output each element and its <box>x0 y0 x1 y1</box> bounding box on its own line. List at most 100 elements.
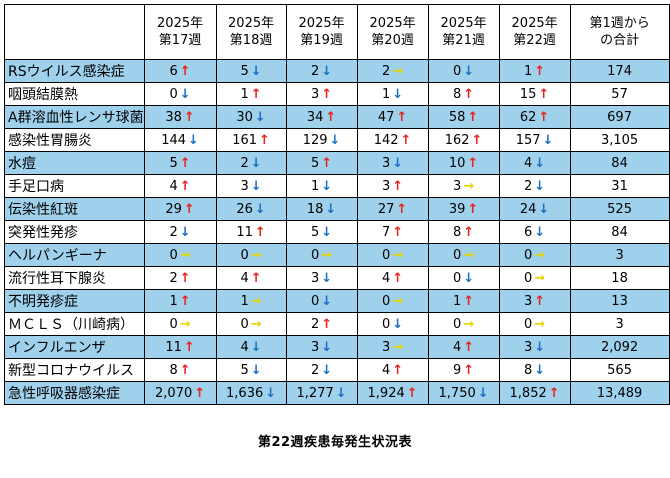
weekly-count-cell: 18 ↓ <box>285 197 358 221</box>
count-value: 9 <box>452 362 462 378</box>
trend-down-arrow-icon: ↓ <box>254 201 266 217</box>
trend-up-arrow-icon: ↑ <box>392 178 404 194</box>
count-value: 0 <box>240 247 249 263</box>
trend-up-arrow-icon: ↑ <box>179 178 191 194</box>
trend-down-arrow-icon: ↓ <box>321 362 333 378</box>
count-value: 39 <box>448 201 466 217</box>
week-header-week: 第18週 <box>229 33 273 48</box>
count-value: 0 <box>240 316 249 332</box>
trend-flat-arrow-icon: → <box>179 316 191 332</box>
count-value: 2 <box>523 178 533 194</box>
count-value: 2 <box>169 224 178 240</box>
trend-down-arrow-icon: ↓ <box>265 385 277 401</box>
weekly-count-cell: 0 ↓ <box>427 266 500 290</box>
disease-name: 手足口病 <box>4 174 145 198</box>
count-value: 5 <box>169 155 178 171</box>
count-value: 58 <box>448 109 466 125</box>
weekly-count-cell: 3 ↓ <box>285 266 358 290</box>
count-value: 8 <box>169 362 178 378</box>
cumulative-total: 565 <box>569 358 670 382</box>
weekly-count-cell: 0 ↓ <box>143 82 217 106</box>
table-row: 手足口病 4 ↑ 3 ↓ 1 ↓ 3 ↑ 3 → 2 ↓ 31 <box>4 174 670 198</box>
trend-up-arrow-icon: ↑ <box>194 385 206 401</box>
trend-up-arrow-icon: ↑ <box>463 339 475 355</box>
weekly-count-cell: 144 ↓ <box>143 128 217 152</box>
count-value: 4 <box>240 270 249 286</box>
count-value: 1,636 <box>226 385 264 401</box>
header-name-cell <box>4 4 145 60</box>
trend-up-arrow-icon: ↑ <box>463 293 475 309</box>
trend-up-arrow-icon: ↑ <box>471 132 483 148</box>
week-header-week: 第17週 <box>158 33 202 48</box>
trend-down-arrow-icon: ↓ <box>321 270 333 286</box>
weekly-count-cell: 3 ↑ <box>498 289 571 313</box>
count-value: 5 <box>310 155 320 171</box>
cumulative-total: 2,092 <box>569 335 670 359</box>
weekly-count-cell: 157 ↓ <box>498 128 571 152</box>
count-value: 157 <box>515 132 541 148</box>
weekly-count-cell: 1 ↑ <box>498 59 571 83</box>
count-value: 4 <box>381 270 391 286</box>
weekly-count-cell: 10 ↑ <box>427 151 500 175</box>
weekly-count-cell: 8 ↑ <box>143 358 217 382</box>
weekly-count-cell: 34 ↑ <box>285 105 358 129</box>
weekly-count-cell: 3 ↓ <box>285 335 358 359</box>
trend-flat-arrow-icon: → <box>250 293 262 309</box>
count-value: 8 <box>452 86 462 102</box>
count-value: 0 <box>452 247 462 263</box>
count-value: 4 <box>381 362 391 378</box>
table-row: 水痘 5 ↑ 2 ↓ 5 ↑ 3 ↓ 10 ↑ 4 ↓ 84 <box>4 151 670 175</box>
week-header-year: 2025年 <box>369 16 416 31</box>
trend-up-arrow-icon: ↑ <box>325 109 337 125</box>
disease-name: RSウイルス感染症 <box>4 59 145 83</box>
count-value: 1 <box>381 86 391 102</box>
count-value: 27 <box>377 201 395 217</box>
trend-up-arrow-icon: ↑ <box>392 224 404 240</box>
weekly-count-cell: 2 ↓ <box>285 358 358 382</box>
count-value: 142 <box>373 132 399 148</box>
disease-name: 咽頭結膜熱 <box>4 82 145 106</box>
weekly-count-cell: 3 → <box>356 335 429 359</box>
count-value: 11 <box>165 339 182 355</box>
trend-up-arrow-icon: ↑ <box>548 385 560 401</box>
table-body: RSウイルス感染症 6 ↑ 5 ↓ 2 ↓ 2 → 0 ↓ 1 ↑ 174 咽頭結膜熱 0 ↓ 1 ↑ 3 ↑ 1 ↓ 8 ↑ 1… <box>4 59 670 405</box>
count-value: 3 <box>381 339 391 355</box>
count-value: 0 <box>381 293 391 309</box>
weekly-count-cell: 8 ↑ <box>427 220 500 244</box>
trend-up-arrow-icon: ↑ <box>179 270 191 286</box>
cumulative-total: 84 <box>569 151 670 175</box>
cumulative-total: 18 <box>569 266 670 290</box>
count-value: 3 <box>310 86 320 102</box>
count-value: 1 <box>310 178 320 194</box>
count-value: 2 <box>381 63 391 79</box>
count-value: 3 <box>240 178 249 194</box>
weekly-count-cell: 27 ↑ <box>356 197 429 221</box>
weekly-count-cell: 39 ↑ <box>427 197 500 221</box>
table-row: 感染性胃腸炎 144 ↓ 161 ↑ 129 ↓ 142 ↑ 162 ↑ 157 ↓ 3,105 <box>4 128 670 152</box>
trend-up-arrow-icon: ↑ <box>183 339 195 355</box>
count-value: 2 <box>310 316 320 332</box>
count-value: 0 <box>169 86 178 102</box>
count-value: 0 <box>523 247 533 263</box>
weekly-count-cell: 0 → <box>498 243 571 267</box>
table-row: 不明発疹症 1 ↑ 1 → 0 ↓ 0 → 1 ↑ 3 ↑ 13 <box>4 289 670 313</box>
trend-up-arrow-icon: ↑ <box>179 155 191 171</box>
trend-down-arrow-icon: ↓ <box>250 178 262 194</box>
table-row: 新型コロナウイルス 8 ↑ 5 ↓ 2 ↓ 4 ↑ 9 ↑ 8 ↓ 565 <box>4 358 670 382</box>
disease-name: ヘルパンギーナ <box>4 243 145 267</box>
trend-up-arrow-icon: ↑ <box>250 270 262 286</box>
trend-down-arrow-icon: ↓ <box>538 201 550 217</box>
weekly-count-cell: 4 ↓ <box>215 335 287 359</box>
header-row: 2025年 第17週 2025年 第18週 2025年 第19週 2025年 第20週 2025… <box>4 4 670 60</box>
trend-up-arrow-icon: ↑ <box>538 86 550 102</box>
count-value: 3 <box>381 178 391 194</box>
trend-up-arrow-icon: ↑ <box>467 155 479 171</box>
trend-up-arrow-icon: ↑ <box>467 109 479 125</box>
disease-name: インフルエンザ <box>4 335 145 359</box>
week-header-6: 2025年 第22週 <box>498 4 571 60</box>
count-value: 8 <box>452 224 462 240</box>
weekly-count-cell: 0 → <box>215 243 287 267</box>
count-value: 1 <box>240 293 249 309</box>
disease-name: ＭＣＬＳ（川崎病） <box>4 312 145 336</box>
weekly-count-cell: 62 ↑ <box>498 105 571 129</box>
